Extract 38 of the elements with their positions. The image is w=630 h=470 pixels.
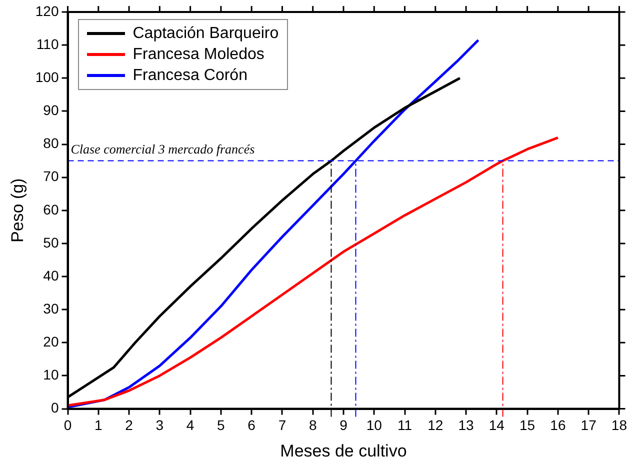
x-tick-label: 12 (428, 417, 444, 434)
y-tick-label: 10 (43, 366, 59, 383)
legend-label: Captación Barqueiro (132, 24, 279, 44)
x-tick-label: 18 (611, 417, 628, 434)
y-tick-label: 80 (43, 135, 59, 152)
x-tick-label: 5 (217, 417, 226, 434)
x-tick-label: 11 (397, 417, 412, 434)
y-tick-label: 60 (43, 201, 59, 218)
x-tick-label: 4 (186, 417, 194, 434)
y-axis-title: Peso (g) (8, 178, 27, 243)
y-tick-label: 30 (43, 300, 59, 316)
x-tick-label: 2 (125, 417, 134, 434)
x-tick-label: 6 (248, 417, 256, 434)
y-tick-label: 120 (35, 2, 59, 19)
y-tick-label: 0 (50, 400, 59, 416)
x-tick-label: 15 (520, 417, 536, 434)
x-tick-label: 8 (308, 417, 317, 434)
y-tick-label: 20 (43, 334, 59, 350)
x-tick-label: 16 (550, 417, 566, 434)
legend-label: Francesa Moledos (132, 45, 264, 65)
x-tick-label: 3 (156, 417, 164, 434)
legend-label: Francesa Corón (132, 66, 248, 86)
x-tick-label: 7 (278, 417, 286, 434)
x-axis-title: Meses de cultivo (280, 441, 407, 460)
x-tick-label: 0 (64, 417, 72, 434)
y-tick-label: 110 (36, 36, 59, 52)
x-tick-label: 1 (94, 417, 102, 434)
y-tick-label: 90 (43, 102, 59, 118)
x-tick-label: 10 (366, 417, 382, 434)
y-tick-label: 50 (43, 234, 59, 250)
ref-line-label: Clase comercial 3 mercado francés (70, 142, 255, 157)
x-tick-label: 17 (580, 417, 597, 434)
y-tick-label: 70 (43, 168, 59, 184)
y-tick-label: 40 (43, 267, 59, 284)
y-tick-label: 100 (35, 68, 59, 85)
x-tick-label: 13 (458, 417, 474, 434)
x-tick-label: 14 (488, 417, 505, 434)
x-tick-label: 9 (340, 417, 348, 434)
